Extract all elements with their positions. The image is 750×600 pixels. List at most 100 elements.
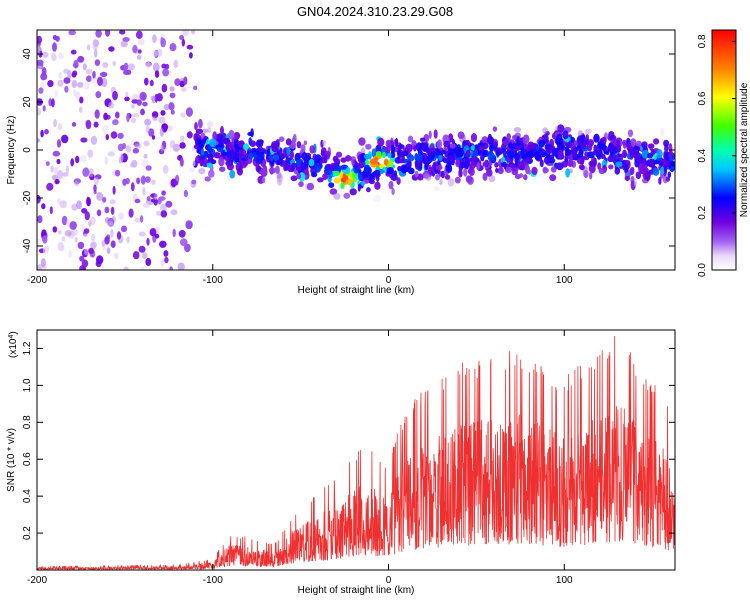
spectrogram-cell: [112, 90, 118, 101]
spectrogram-cell: [495, 168, 499, 173]
spectrogram-cell: [470, 133, 478, 143]
spectrogram-cell: [85, 119, 92, 130]
spectrogram-cell: [416, 153, 423, 162]
spectrogram-x-tick-label: 100: [556, 275, 573, 286]
spectrogram-cell: [105, 134, 110, 141]
snr-marks: [37, 336, 675, 570]
spectrogram-cell: [578, 149, 584, 159]
spectrogram-cell: [550, 166, 557, 173]
spectrogram-cell: [132, 148, 140, 154]
spectrogram-cell: [317, 177, 324, 183]
snr-y-tick-label: 0.6: [22, 452, 33, 466]
spectrogram-cell: [83, 228, 90, 234]
spectrogram-cell: [88, 168, 94, 178]
snr-multiplier-exp: 4: [8, 335, 15, 339]
colorbar-tick-label: 0.6: [697, 91, 708, 105]
spectrogram-cell: [162, 68, 170, 77]
spectrogram-x-tick-label: -200: [27, 275, 47, 286]
spectrogram-cell: [126, 236, 130, 244]
spectrogram-cell: [239, 148, 247, 157]
spectrogram-cell: [149, 228, 157, 237]
spectrogram-cell: [206, 162, 214, 168]
spectrogram-cell: [574, 140, 578, 147]
spectrogram-cell: [351, 159, 355, 166]
spectrogram-cell: [80, 154, 87, 163]
spectrogram-cell: [323, 155, 328, 164]
spectrogram-x-label: Height of straight line (km): [298, 285, 415, 296]
spectrogram-cell: [608, 143, 615, 153]
spectrogram-cell: [179, 142, 186, 149]
spectrogram-cell: [76, 200, 82, 210]
spectrogram-cell: [257, 155, 263, 165]
spectrogram-cell: [615, 161, 623, 168]
spectrogram-cell: [68, 30, 76, 36]
spectrogram-cell: [396, 177, 401, 185]
spectrogram-cell: [210, 159, 217, 165]
spectrogram-cell: [41, 203, 46, 210]
spectrogram-cell: [160, 110, 166, 116]
spectrogram-cell: [64, 85, 69, 93]
spectrogram-cell: [581, 134, 586, 142]
spectrogram-cell: [627, 129, 634, 138]
spectrogram-cell: [161, 190, 166, 196]
spectrogram-cell: [322, 139, 326, 146]
spectrogram-cell: [140, 175, 146, 185]
spectrogram-cell: [198, 118, 203, 129]
spectrogram-cell: [134, 217, 141, 223]
spectrogram-cell: [110, 228, 114, 238]
spectrogram-cell: [153, 193, 158, 201]
spectrogram-cell: [108, 102, 115, 109]
spectrogram-cell: [169, 43, 177, 52]
spectrogram-cell: [101, 124, 109, 133]
spectrogram-cell: [154, 233, 160, 239]
chart-title: GN04.2024.310.23.29.G08: [297, 4, 453, 19]
spectrogram-cell: [213, 152, 221, 159]
spectrogram-cell: [84, 81, 90, 90]
spectrogram-cell: [484, 160, 489, 167]
spectrogram-cell: [160, 38, 166, 48]
spectrogram-cell: [260, 167, 267, 177]
spectrogram-cell: [169, 92, 176, 99]
spectrogram-cell: [172, 228, 176, 238]
spectrogram-cell: [154, 93, 158, 103]
spectrogram-cell: [145, 257, 152, 267]
spectrogram-cell: [37, 138, 41, 143]
spectrogram-cell: [496, 148, 501, 157]
spectrogram-cell: [357, 183, 361, 192]
spectrogram-cell: [219, 166, 226, 172]
spectrogram-cell: [435, 174, 440, 181]
spectrogram-cell: [589, 171, 593, 180]
spectrogram-cell: [123, 266, 129, 270]
spectrogram-cell: [63, 77, 71, 84]
spectrogram-cell: [511, 167, 519, 172]
spectrogram-cell: [333, 192, 341, 200]
spectrogram-cell: [141, 252, 148, 259]
spectrogram-cell: [143, 140, 150, 147]
spectrogram-cell: [42, 246, 49, 256]
spectrogram-cell: [139, 215, 144, 223]
spectrogram-cell: [445, 164, 453, 173]
spectrogram-cell: [356, 162, 364, 169]
spectrogram-cell: [565, 168, 570, 178]
spectrogram-cell: [656, 149, 663, 159]
spectrogram-cell: [522, 134, 530, 144]
spectrogram-cell: [93, 177, 99, 186]
spectrogram-cell: [555, 126, 559, 131]
snr-multiplier: (x104): [8, 331, 20, 358]
spectrogram-cell: [106, 221, 114, 226]
spectrogram-cell: [465, 175, 473, 183]
spectrogram-cell: [137, 37, 145, 46]
spectrogram-cell: [229, 150, 235, 159]
colorbar-tick-label: 0.2: [697, 205, 708, 219]
spectrogram-cell: [102, 62, 109, 68]
spectrogram-cell: [125, 145, 132, 153]
spectrogram-cell: [79, 223, 86, 233]
spectrogram-cell: [454, 176, 461, 184]
spectrogram-cell: [66, 218, 70, 228]
spectrogram-cell: [663, 165, 668, 173]
spectrogram-cell: [224, 156, 228, 161]
spectrogram-cell: [345, 179, 353, 186]
spectrogram-cell: [186, 44, 194, 50]
spectrogram-cell: [58, 52, 64, 60]
spectrogram-cell: [169, 140, 176, 149]
